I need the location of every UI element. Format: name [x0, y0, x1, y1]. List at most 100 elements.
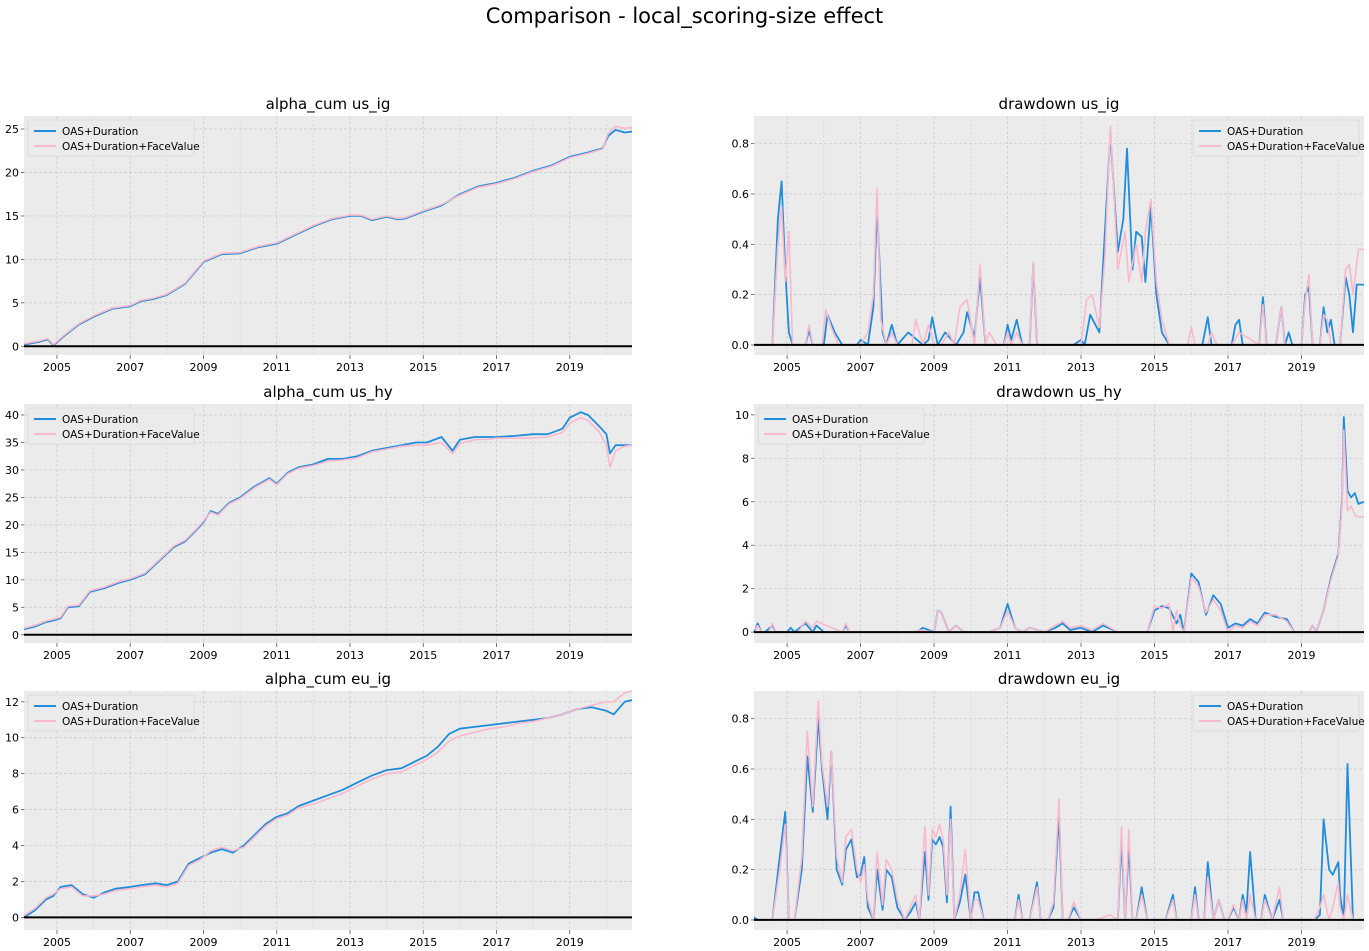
x-tick-label: 2007 [116, 649, 144, 662]
x-tick-label: 2009 [189, 649, 217, 662]
x-tick-label: 2005 [43, 361, 71, 374]
y-tick-label: 0.2 [732, 864, 750, 877]
y-tick-label: 0.2 [732, 289, 750, 302]
legend-label: OAS+Duration+FaceValue [1227, 141, 1365, 153]
legend-label: OAS+Duration [792, 414, 868, 426]
x-tick-label: 2011 [994, 361, 1022, 374]
x-tick-label: 2007 [847, 361, 875, 374]
x-tick-label: 2009 [920, 649, 948, 662]
subplot-title: drawdown eu_ig [998, 670, 1120, 689]
subplot-title: alpha_cum eu_ig [265, 670, 391, 689]
y-tick-label: 4 [742, 539, 749, 552]
y-tick-label: 5 [12, 601, 19, 614]
x-tick-label: 2009 [189, 361, 217, 374]
x-tick-label: 2009 [189, 936, 217, 949]
legend-label: OAS+Duration [1227, 126, 1303, 138]
legend-label: OAS+Duration [62, 414, 138, 426]
x-tick-label: 2013 [336, 649, 364, 662]
legend-box [27, 694, 195, 732]
x-tick-label: 2007 [847, 649, 875, 662]
x-tick-label: 2017 [1214, 649, 1242, 662]
x-tick-label: 2019 [1288, 936, 1316, 949]
legend-box [1192, 119, 1360, 157]
subplot-title: alpha_cum us_hy [263, 383, 393, 402]
legend-label: OAS+Duration+FaceValue [1227, 716, 1365, 728]
x-tick-label: 2005 [773, 361, 801, 374]
x-tick-label: 2017 [1214, 361, 1242, 374]
legend: OAS+Duration OAS+Duration+FaceValue [1192, 119, 1365, 157]
x-tick-label: 2011 [263, 361, 291, 374]
x-tick-label: 2015 [409, 936, 437, 949]
subplot-1: 0.0 0.2 0.4 0.6 0.8 2005 2007 2009 2011 2013 2015 2… [732, 95, 1365, 374]
x-tick-label: 2005 [43, 649, 71, 662]
y-tick-label: 35 [5, 436, 19, 449]
x-tick-label: 2015 [1141, 649, 1169, 662]
y-tick-label: 0.6 [732, 763, 750, 776]
subplot-5: 0.0 0.2 0.4 0.6 0.8 2005 2007 2009 2011 2013 2015 2… [732, 670, 1365, 949]
y-tick-label: 20 [5, 519, 19, 532]
x-tick-label: 2015 [1141, 936, 1169, 949]
y-tick-label: 0.4 [732, 238, 750, 251]
x-tick-label: 2007 [116, 361, 144, 374]
y-tick-label: 25 [5, 491, 19, 504]
legend-label: OAS+Duration [1227, 701, 1303, 713]
y-tick-label: 0 [742, 626, 749, 639]
x-tick-label: 2009 [920, 936, 948, 949]
y-tick-label: 8 [12, 768, 19, 781]
x-tick-label: 2011 [263, 649, 291, 662]
legend-label: OAS+Duration [62, 701, 138, 713]
legend-label: OAS+Duration+FaceValue [62, 141, 200, 153]
y-tick-label: 15 [5, 546, 19, 559]
legend-box [1192, 694, 1360, 732]
x-tick-label: 2019 [556, 936, 584, 949]
x-tick-label: 2011 [994, 936, 1022, 949]
x-tick-label: 2019 [556, 361, 584, 374]
y-tick-label: 5 [12, 297, 19, 310]
x-tick-label: 2005 [43, 936, 71, 949]
legend-label: OAS+Duration+FaceValue [62, 429, 200, 441]
subplot-title: drawdown us_ig [999, 95, 1120, 114]
y-tick-label: 6 [742, 496, 749, 509]
y-tick-label: 0.8 [732, 138, 750, 151]
x-tick-label: 2009 [920, 361, 948, 374]
y-tick-label: 0 [12, 629, 19, 642]
y-tick-label: 0.0 [732, 914, 750, 927]
y-tick-label: 0.6 [732, 188, 750, 201]
subplot-3: 0 2 4 6 8 10 2005 2007 2009 2011 2013 2015 2017 2019 d… [735, 383, 1365, 662]
series-line-1 [23, 416, 633, 629]
y-tick-label: 12 [5, 696, 19, 709]
y-tick-label: 10 [5, 253, 19, 266]
x-tick-label: 2011 [994, 649, 1022, 662]
series-line-1 [23, 125, 633, 346]
subplot-2: 0 5 10 15 20 25 30 35 40 2005 2007 2009 2011 2013 2015… [5, 383, 633, 662]
x-tick-label: 2013 [1067, 361, 1095, 374]
figure-suptitle: Comparison - local_scoring-size effect [485, 4, 884, 28]
x-tick-label: 2007 [116, 936, 144, 949]
x-tick-label: 2013 [336, 361, 364, 374]
legend: OAS+Duration OAS+Duration+FaceValue [27, 407, 200, 445]
x-tick-label: 2017 [482, 936, 510, 949]
y-tick-label: 10 [5, 574, 19, 587]
series-line-0 [23, 699, 633, 919]
legend-label: OAS+Duration [62, 126, 138, 138]
legend-label: OAS+Duration+FaceValue [792, 429, 930, 441]
x-tick-label: 2017 [482, 361, 510, 374]
subplot-4: 0 2 4 6 8 10 12 2005 2007 2009 2011 2013 2015 2017 201… [5, 670, 633, 949]
y-tick-label: 4 [12, 840, 19, 853]
x-tick-label: 2017 [1214, 936, 1242, 949]
y-tick-label: 0 [12, 911, 19, 924]
y-tick-label: 6 [12, 804, 19, 817]
legend: OAS+Duration OAS+Duration+FaceValue [1192, 694, 1365, 732]
y-tick-label: 0.0 [732, 339, 750, 352]
subplot-title: alpha_cum us_ig [266, 95, 391, 114]
subplot-title: drawdown us_hy [996, 383, 1122, 402]
y-tick-label: 25 [5, 123, 19, 136]
series-line-0 [23, 411, 632, 631]
y-tick-label: 10 [5, 732, 19, 745]
x-tick-label: 2013 [336, 936, 364, 949]
y-tick-label: 0.4 [732, 813, 750, 826]
y-tick-label: 40 [5, 409, 19, 422]
x-tick-label: 2015 [409, 361, 437, 374]
subplot-0: 0 5 10 15 20 25 2005 2007 2009 2011 2013 2015 2017 20… [5, 95, 633, 374]
